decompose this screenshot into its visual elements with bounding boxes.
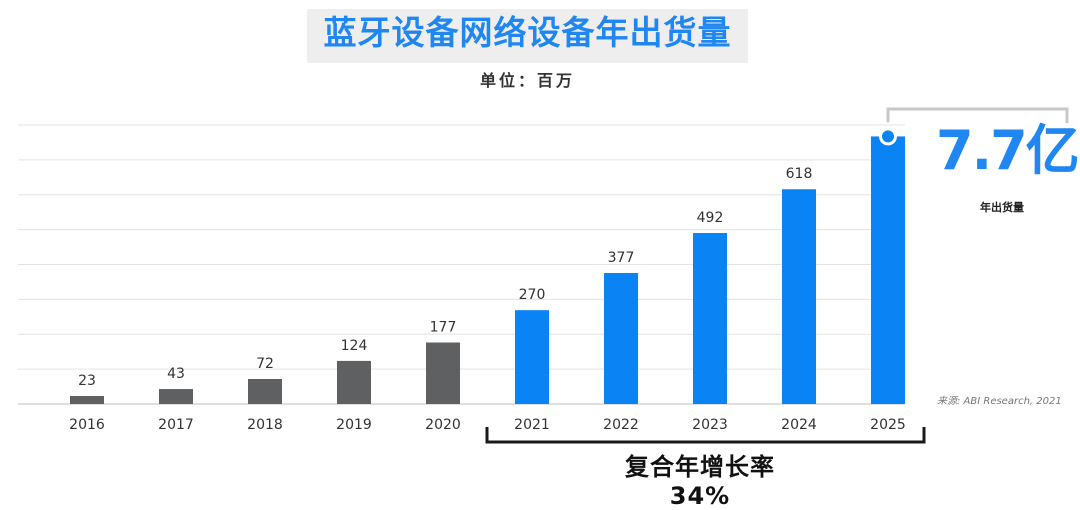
title-background: [307, 9, 748, 63]
bar-value-label: 177: [430, 319, 457, 335]
bar-value-label: 124: [341, 338, 368, 354]
bar: [604, 272, 638, 404]
callout-label: 年出货量: [980, 201, 1024, 214]
x-tick-label: 2017: [158, 417, 194, 433]
bar: [693, 233, 727, 404]
x-tick-label: 2023: [692, 417, 728, 433]
x-tick-label: 2025: [870, 417, 906, 433]
bar-chart: 23 2016 43 2017 72 2018 124 2019 177 2020 270 2021 3…: [18, 107, 1069, 444]
x-tick-label: 2020: [425, 417, 461, 433]
chart-title: 蓝牙设备网络设备年出货量: [323, 13, 732, 52]
bar: [515, 310, 549, 404]
bar: [782, 189, 816, 404]
bar: [426, 342, 460, 404]
bar-value-label: 72: [256, 356, 274, 372]
bar-value-label: 270: [519, 287, 546, 303]
bar: [70, 396, 104, 404]
bar-value-label: 492: [697, 210, 724, 226]
bar: [159, 389, 193, 404]
bar-value-label: 43: [167, 366, 185, 382]
bar-value-label: 618: [786, 166, 813, 182]
callout-marker: [882, 130, 894, 143]
x-tick-label: 2022: [603, 417, 639, 433]
unit-label: 单位：百万: [479, 71, 575, 90]
bar-value-label: 23: [78, 373, 96, 389]
callout-connector: [886, 107, 1069, 123]
bar: [337, 360, 371, 404]
source-note: 来源: ABI Research, 2021: [937, 396, 1062, 407]
x-tick-label: 2016: [69, 417, 105, 433]
bar: [871, 136, 905, 405]
x-tick-label: 2018: [247, 417, 283, 433]
bar-value-label: 377: [608, 250, 635, 266]
bar: [248, 378, 282, 404]
cagr-annotation: 复合年增长率34%: [625, 453, 775, 510]
x-tick-label: 2021: [514, 417, 550, 433]
forecast-bracket: [485, 427, 926, 444]
x-tick-label: 2019: [336, 417, 372, 433]
callout-value: 7.7亿: [936, 119, 1080, 182]
x-tick-label: 2024: [781, 417, 817, 433]
